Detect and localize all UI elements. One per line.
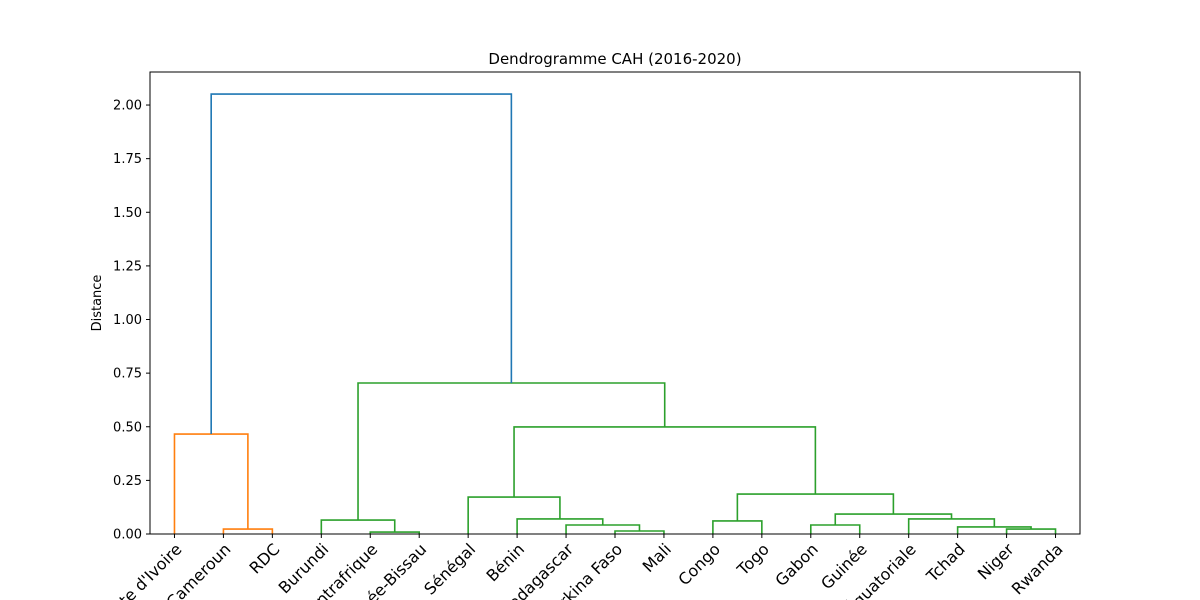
dendrogram-link: [222, 528, 274, 534]
dendrogram-link: [736, 493, 895, 521]
chart-title: Dendrogramme CAH (2016-2020): [488, 50, 741, 68]
dendrogram-link: [834, 513, 953, 525]
y-tick-label: 1.25: [113, 259, 142, 274]
y-tick-label: 0.50: [113, 420, 142, 435]
plot-frame: [149, 71, 1081, 535]
dendrogram-link: [467, 496, 561, 534]
y-tick-label: 1.75: [113, 152, 142, 167]
y-tick-label: 1.50: [113, 206, 142, 221]
y-tick-label: 2.00: [113, 99, 142, 114]
y-tick-label: 0.25: [113, 474, 142, 489]
y-tick-label: 1.00: [113, 313, 142, 328]
dendrogram-link: [369, 531, 421, 534]
dendrogram-link: [565, 524, 641, 534]
y-tick-label: 0.75: [113, 367, 142, 382]
dendrogram-link: [809, 524, 861, 534]
dendrogram-link: [1005, 528, 1057, 534]
y-axis-label: Distance: [90, 275, 105, 332]
y-tick-label: 0.00: [113, 528, 142, 543]
dendrogram-link: [357, 382, 666, 521]
dendrogram-link: [210, 93, 513, 435]
